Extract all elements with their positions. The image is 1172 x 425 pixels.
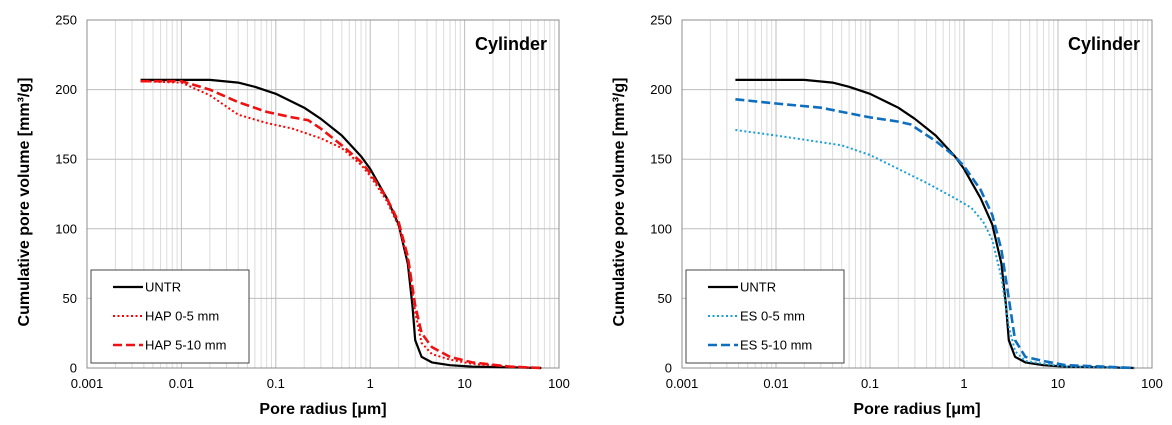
legend-label: HAP 5-10 mm bbox=[145, 338, 226, 353]
legend-box bbox=[685, 269, 845, 364]
plot-area bbox=[86, 19, 560, 369]
x-tick-label: 0.01 bbox=[169, 376, 194, 391]
x-tick-label: 0.01 bbox=[763, 376, 788, 391]
series-line-untr bbox=[140, 78, 542, 370]
x-tick-label: 100 bbox=[548, 376, 570, 391]
x-axis-title: Pore radius [μm] bbox=[259, 401, 386, 418]
y-tick-label: 50 bbox=[658, 291, 672, 306]
series-line-hap-0-5-mm bbox=[140, 80, 542, 369]
x-tick-label: 0.001 bbox=[71, 376, 104, 391]
x-tick-label: 0.1 bbox=[861, 376, 879, 391]
y-tick-label: 250 bbox=[55, 13, 77, 28]
y-tick-label: 250 bbox=[650, 13, 672, 28]
legend: UNTR ES 0-5 mm ES 5-10 mm bbox=[685, 269, 845, 364]
legend: UNTR HAP 0-5 mm HAP 5-10 mm bbox=[90, 269, 250, 364]
y-tick-label: 0 bbox=[70, 361, 77, 376]
y-axis-title: Cumulative pore volume [mm³/g] bbox=[611, 78, 628, 327]
y-tick-label: 200 bbox=[650, 82, 672, 97]
y-tick-label: 100 bbox=[650, 221, 672, 236]
y-tick-label: 0 bbox=[665, 361, 672, 376]
series-line-untr bbox=[735, 78, 1135, 370]
x-tick-label: 10 bbox=[457, 376, 471, 391]
x-tick-label: 0.001 bbox=[666, 376, 699, 391]
legend-label: HAP 0-5 mm bbox=[145, 309, 219, 324]
x-axis-title: Pore radius [μm] bbox=[853, 401, 980, 418]
chart-panel: 0 50 100 150 200 250 0.001 0.01 0.1 1 10 100 Pore ra… bbox=[16, 13, 570, 419]
legend-label: UNTR bbox=[740, 280, 776, 295]
legend-label: UNTR bbox=[145, 280, 181, 295]
y-tick-label: 150 bbox=[650, 152, 672, 167]
y-tick-label: 150 bbox=[55, 152, 77, 167]
legend-label: ES 0-5 mm bbox=[740, 309, 805, 324]
plot-area bbox=[681, 19, 1153, 369]
y-axis-title: Cumulative pore volume [mm³/g] bbox=[16, 78, 33, 327]
x-tick-label: 100 bbox=[1141, 376, 1163, 391]
series-line-es-5-10-mm bbox=[735, 98, 1135, 370]
panel-title: Cylinder bbox=[1068, 34, 1140, 54]
panel-title: Cylinder bbox=[475, 34, 547, 54]
y-tick-label: 50 bbox=[63, 291, 77, 306]
x-tick-label: 1 bbox=[960, 376, 967, 391]
chart-panel: 0 50 100 150 200 250 0.001 0.01 0.1 1 10 100 Pore ra… bbox=[611, 13, 1163, 419]
x-tick-label: 10 bbox=[1051, 376, 1065, 391]
series-line-hap-5-10-mm bbox=[140, 79, 542, 370]
legend-label: ES 5-10 mm bbox=[740, 338, 812, 353]
x-tick-label: 1 bbox=[367, 376, 374, 391]
x-tick-label: 0.1 bbox=[267, 376, 285, 391]
legend-box bbox=[90, 269, 250, 364]
y-tick-label: 100 bbox=[55, 221, 77, 236]
y-tick-label: 200 bbox=[55, 82, 77, 97]
